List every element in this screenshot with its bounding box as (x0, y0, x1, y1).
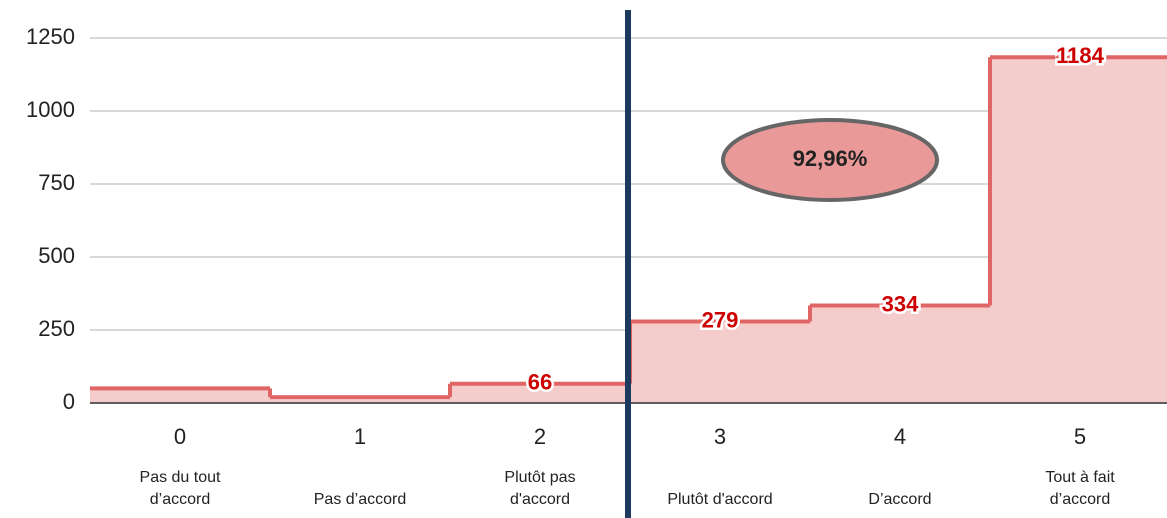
step-area (90, 388, 270, 403)
step-area (270, 397, 450, 403)
y-tick-label: 1000 (26, 97, 75, 122)
step-area (810, 305, 990, 403)
data-label: 1184 (1056, 43, 1104, 68)
category-description: Pas du tout (140, 469, 222, 486)
x-tick-label: 0 (174, 424, 186, 449)
x-tick-label: 5 (1074, 424, 1086, 449)
category-description: d’accord (150, 491, 210, 508)
y-tick-label: 250 (38, 316, 75, 341)
step-area (630, 321, 810, 403)
annotation-bubble (721, 118, 939, 202)
category-description: D’accord (868, 491, 931, 508)
x-tick-label: 1 (354, 424, 366, 449)
data-label: 334 (882, 291, 919, 316)
x-tick-label: 2 (534, 424, 546, 449)
category-description: Pas d’accord (314, 491, 407, 508)
category-description: Plutôt pas (504, 469, 575, 486)
y-tick-label: 0 (63, 389, 75, 414)
y-tick-label: 500 (38, 243, 75, 268)
x-tick-label: 4 (894, 424, 906, 449)
category-description: d'accord (510, 491, 570, 508)
step-area (990, 57, 1167, 403)
category-description: Tout à fait (1045, 469, 1115, 486)
data-label: 66 (528, 370, 552, 395)
category-description: d’accord (1050, 491, 1110, 508)
y-tick-label: 1250 (26, 24, 75, 49)
annotation: 92,96% (793, 146, 868, 171)
step-area (450, 383, 630, 403)
plot-area: 0 250 500 750 1000 1250 0 Pas du tout d’accord 1 P… (26, 24, 1167, 508)
y-tick-label: 750 (38, 170, 75, 195)
data-label: 279 (702, 307, 739, 332)
x-tick-label: 3 (714, 424, 726, 449)
category-description: Plutôt d'accord (667, 491, 772, 508)
